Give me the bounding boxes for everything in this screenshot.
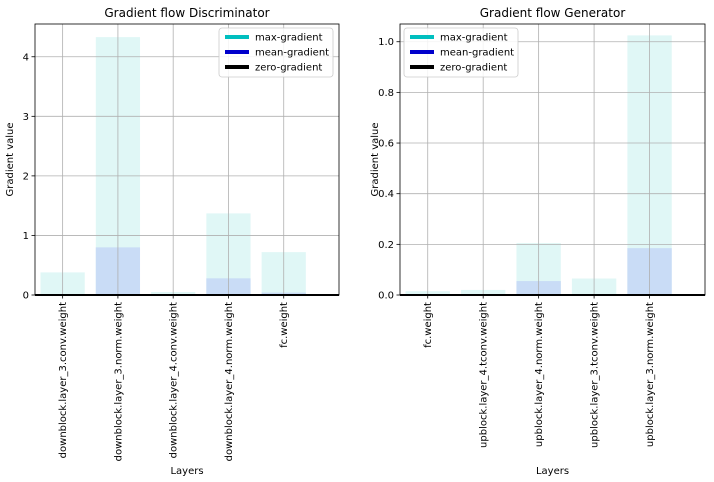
y-tick-label: 0.8 [378,88,394,99]
legend: max-gradient mean-gradient zero-gradient [403,27,519,78]
x-axis-label: Layers [536,466,569,477]
y-tick-label: 1 [23,231,29,242]
y-tick-label: 3 [23,112,29,123]
y-tick-label: 0.2 [378,240,394,251]
x-tick-label: upblock.layer_3.tconv.weight [590,302,601,448]
y-tick-label: 0.6 [378,139,394,150]
legend-label-zero-gradient: zero-gradient [440,63,507,74]
legend-label-mean-gradient: mean-gradient [255,48,329,59]
chart-title: Gradient flow Discriminator [104,6,269,20]
plot-frame [34,23,340,296]
y-tick-label: 2 [23,171,29,182]
legend-label-max-gradient: max-gradient [440,33,508,44]
x-tick-label: downblock.layer_3.norm.weight [113,302,124,461]
y-tick-label: 0.4 [378,189,394,200]
x-tick-label: downblock.layer_4.norm.weight [224,302,235,461]
legend-label-max-gradient: max-gradient [255,33,323,44]
chart-title: Gradient flow Generator [480,6,626,20]
y-tick-label: 4 [23,52,29,63]
legend-label-zero-gradient: zero-gradient [255,63,322,74]
legend-label-mean-gradient: mean-gradient [440,48,514,59]
legend-box [403,27,519,78]
y-tick-label: 0 [23,291,29,302]
plot-frame [399,23,706,296]
x-tick-label: fc.weight [279,302,290,348]
x-tick-label: downblock.layer_4.conv.weight [169,302,180,458]
chart-0: 0 1 2 3 4 downblock.layer_3.conv.weight downbl… [5,6,340,477]
x-axis-label: Layers [170,466,203,477]
x-tick-label: upblock.layer_4.norm.weight [534,302,545,447]
chart-1: 0.0 0.2 0.4 0.6 0.8 1.0 fc.weight upblock.layer… [370,6,706,477]
legend-box [218,27,334,78]
x-tick-label: upblock.layer_4.tconv.weight [479,302,490,448]
y-tick-label: 1.0 [378,37,394,48]
x-tick-label: upblock.layer_3.norm.weight [645,302,656,447]
x-tick-label: downblock.layer_3.conv.weight [58,302,69,458]
legend: max-gradient mean-gradient zero-gradient [218,27,334,78]
y-axis-label: Gradient value [5,122,16,196]
y-tick-label: 0.0 [378,291,394,302]
y-axis-label: Gradient value [370,122,381,196]
x-tick-label: fc.weight [423,302,434,348]
